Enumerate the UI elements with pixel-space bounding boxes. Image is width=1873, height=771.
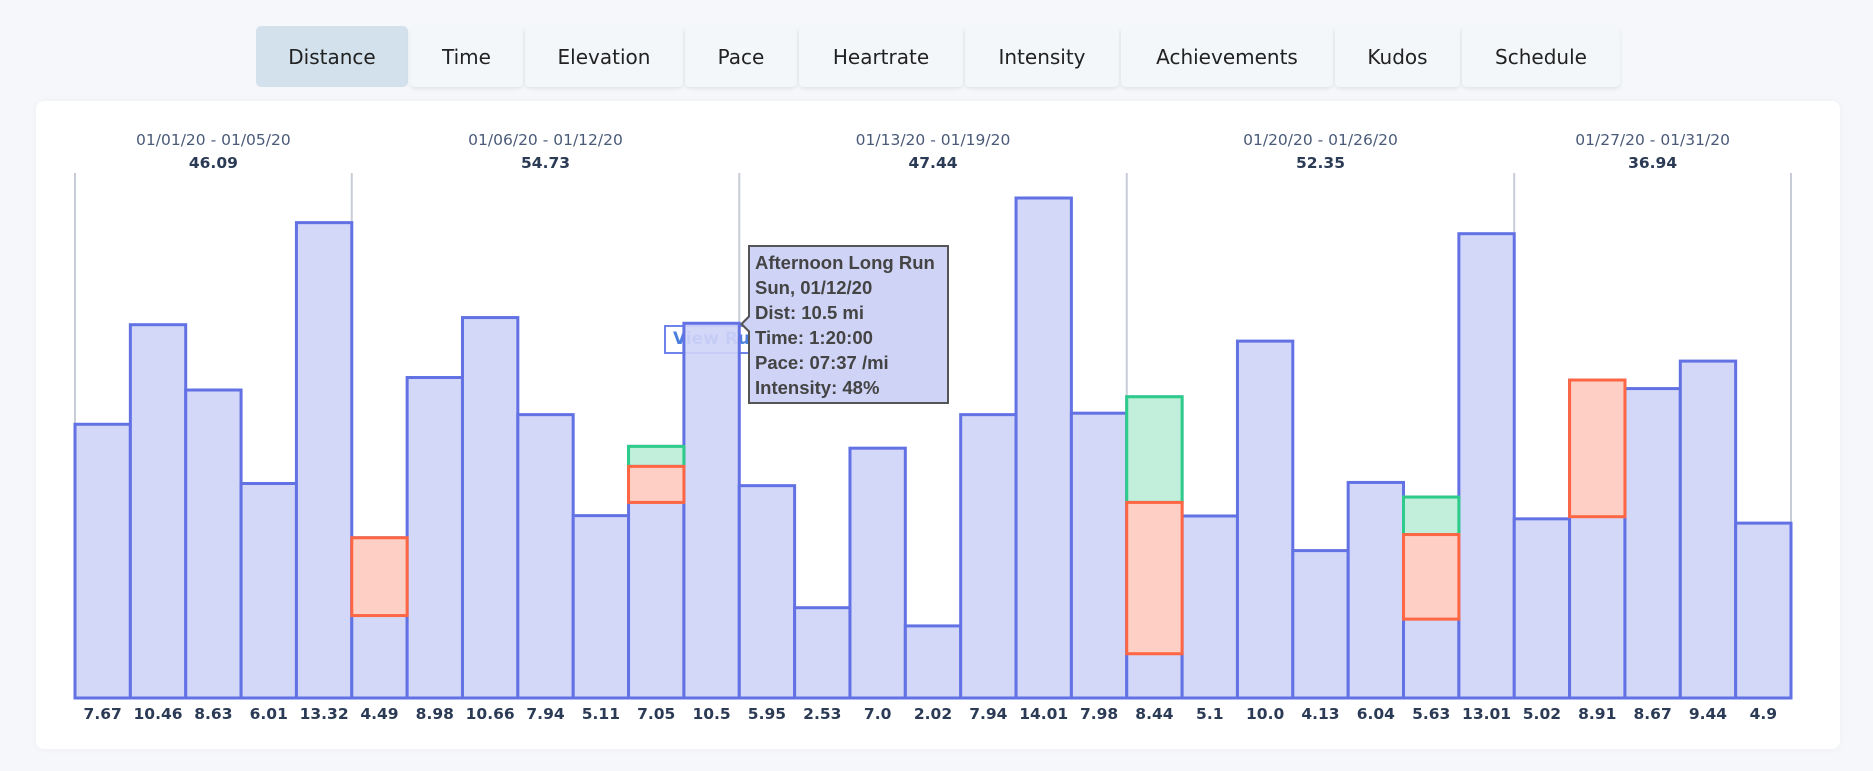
bar[interactable] — [1734, 521, 1793, 700]
overlay-red — [1125, 500, 1184, 656]
tooltip-intensity: Intensity: 48% — [755, 377, 880, 398]
bar-value-label: 4.13 — [1301, 705, 1339, 723]
bar-value-label: 10.5 — [692, 705, 730, 723]
metric-tabs: Distance Time Elevation Pace Heartrate I… — [256, 26, 1620, 87]
bar[interactable] — [128, 323, 188, 700]
tab-achievements[interactable]: Achievements — [1121, 26, 1333, 87]
bar-value-label: 10.66 — [466, 705, 515, 723]
week-total-label: 54.73 — [521, 154, 570, 172]
bar[interactable] — [682, 321, 741, 700]
bar-value-label: 4.49 — [360, 705, 398, 723]
bar[interactable] — [737, 484, 797, 700]
bar-value-label: 7.98 — [1080, 705, 1118, 723]
bar[interactable] — [73, 422, 132, 700]
bar[interactable] — [1291, 549, 1350, 700]
tooltip-title: Afternoon Long Run — [755, 252, 935, 273]
bar-value-label: 5.63 — [1412, 705, 1450, 723]
bar-value-label: 14.01 — [1019, 705, 1068, 723]
tab-pace[interactable]: Pace — [685, 26, 797, 87]
bar-value-label: 7.94 — [526, 705, 564, 723]
bar[interactable] — [1678, 359, 1738, 700]
bar[interactable] — [405, 376, 464, 700]
bar-value-label: 10.0 — [1246, 705, 1284, 723]
bar[interactable] — [1235, 339, 1295, 700]
tab-intensity[interactable]: Intensity — [965, 26, 1119, 87]
bar-value-label: 6.04 — [1357, 705, 1395, 723]
bar-value-label: 8.91 — [1578, 705, 1616, 723]
week-range-label: 01/27/20 - 01/31/20 — [1575, 131, 1730, 149]
week-range-label: 01/13/20 - 01/19/20 — [856, 131, 1011, 149]
bar-value-label: 9.44 — [1689, 705, 1727, 723]
bar[interactable] — [184, 388, 243, 700]
bar[interactable] — [239, 482, 298, 700]
tooltip-time: Time: 1:20:00 — [755, 327, 873, 348]
bar-value-label: 5.02 — [1523, 705, 1561, 723]
bar[interactable] — [903, 624, 963, 700]
bar[interactable] — [848, 446, 907, 700]
bar[interactable] — [294, 221, 354, 700]
bar-value-label: 5.1 — [1196, 705, 1223, 723]
bar-value-label: 2.02 — [914, 705, 952, 723]
bar-value-label: 8.63 — [194, 705, 232, 723]
week-range-label: 01/20/20 - 01/26/20 — [1243, 131, 1398, 149]
bar[interactable] — [1623, 387, 1682, 700]
bar-value-label: 5.95 — [748, 705, 786, 723]
overlay-red — [1402, 533, 1461, 621]
week-total-label: 46.09 — [189, 154, 238, 172]
bar-value-label: 7.05 — [637, 705, 675, 723]
bar-value-label: 5.11 — [582, 705, 620, 723]
week-range-label: 01/01/20 - 01/05/20 — [136, 131, 291, 149]
bar-value-label: 4.9 — [1750, 705, 1777, 723]
bar-value-label: 2.53 — [803, 705, 841, 723]
bar[interactable] — [1346, 480, 1406, 700]
week-total-label: 36.94 — [1628, 154, 1677, 172]
overlay-green — [627, 444, 686, 468]
overlay-green — [1125, 395, 1184, 504]
bar-value-label: 13.01 — [1462, 705, 1511, 723]
week-total-label: 47.44 — [908, 154, 957, 172]
overlay-red — [350, 536, 409, 618]
tooltip-pace: Pace: 07:37 /mi — [755, 352, 889, 373]
bar-value-label: 7.67 — [84, 705, 122, 723]
tab-time[interactable]: Time — [410, 26, 523, 87]
bar[interactable] — [959, 413, 1018, 700]
bar[interactable] — [571, 514, 631, 700]
overlay-green — [1402, 495, 1461, 537]
bar[interactable] — [793, 606, 852, 700]
bar-value-label: 8.67 — [1633, 705, 1671, 723]
bar-value-label: 7.0 — [864, 705, 892, 723]
tab-distance[interactable]: Distance — [256, 26, 408, 87]
overlay-red — [627, 464, 686, 504]
tab-heartrate[interactable]: Heartrate — [799, 26, 963, 87]
bar-value-label: 8.98 — [416, 705, 454, 723]
bar[interactable] — [1512, 517, 1572, 700]
bar[interactable] — [460, 316, 520, 700]
tab-schedule[interactable]: Schedule — [1462, 26, 1620, 87]
tab-elevation[interactable]: Elevation — [525, 26, 683, 87]
bar[interactable] — [1180, 514, 1239, 700]
bar-value-label: 6.01 — [250, 705, 288, 723]
overlay-red — [1568, 378, 1627, 519]
bar-value-label: 13.32 — [300, 705, 349, 723]
bar-value-label: 8.44 — [1135, 705, 1173, 723]
bar-value-label: 7.94 — [969, 705, 1007, 723]
week-range-label: 01/06/20 - 01/12/20 — [468, 131, 623, 149]
tooltip-dist: Dist: 10.5 mi — [755, 302, 864, 323]
bar-value-label: 10.46 — [134, 705, 183, 723]
week-total-label: 52.35 — [1296, 154, 1345, 172]
bar[interactable] — [516, 413, 575, 700]
run-tooltip: Afternoon Long Run Sun, 01/12/20 Dist: 1… — [740, 245, 949, 404]
tab-kudos[interactable]: Kudos — [1335, 26, 1460, 87]
bar[interactable] — [1457, 232, 1516, 700]
tooltip-date: Sun, 01/12/20 — [755, 277, 873, 298]
bar[interactable] — [1069, 411, 1129, 700]
bar[interactable] — [1014, 196, 1073, 700]
